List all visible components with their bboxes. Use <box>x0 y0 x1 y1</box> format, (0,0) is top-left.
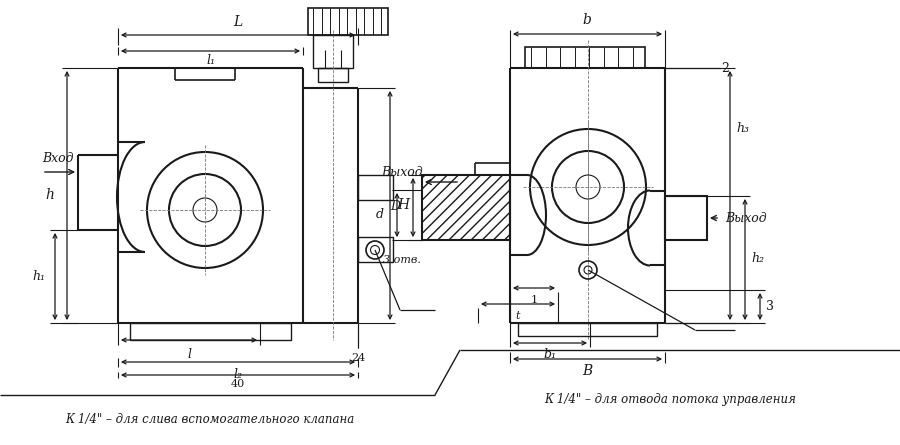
Text: 24: 24 <box>351 353 365 363</box>
Text: D: D <box>390 201 400 214</box>
Text: l: l <box>187 348 191 361</box>
Text: 3: 3 <box>766 299 774 312</box>
Bar <box>358 175 393 200</box>
Text: h: h <box>45 188 54 202</box>
Text: Вход: Вход <box>42 151 74 165</box>
Text: l₂: l₂ <box>233 368 242 380</box>
Text: d: d <box>376 209 384 222</box>
Text: H: H <box>397 198 410 212</box>
Text: h₃: h₃ <box>736 121 750 134</box>
Text: l₁: l₁ <box>206 53 215 66</box>
Text: 2: 2 <box>721 61 729 74</box>
Bar <box>525 47 645 68</box>
Bar <box>318 68 348 82</box>
Text: h₁: h₁ <box>32 270 45 283</box>
Text: B: B <box>582 364 592 378</box>
Text: Выход: Выход <box>725 211 767 224</box>
Text: L: L <box>233 15 243 29</box>
Text: b: b <box>582 13 591 27</box>
Bar <box>518 323 657 336</box>
Text: 3 отв.: 3 отв. <box>383 255 421 265</box>
Bar <box>422 175 510 240</box>
Text: 40: 40 <box>231 379 245 389</box>
Text: Выход: Выход <box>382 166 423 178</box>
Text: К 1/4" – для слива вспомогательного клапана: К 1/4" – для слива вспомогательного клап… <box>66 413 355 426</box>
Text: 1: 1 <box>530 295 537 305</box>
Bar <box>313 35 353 68</box>
Text: h₂: h₂ <box>752 252 764 266</box>
Text: b₁: b₁ <box>544 348 556 361</box>
Bar <box>665 196 707 240</box>
Bar <box>130 323 291 340</box>
Text: t: t <box>516 311 520 321</box>
Bar <box>308 8 388 35</box>
Text: К 1/4" – для отвода потока управления: К 1/4" – для отвода потока управления <box>544 393 796 406</box>
Bar <box>358 237 393 262</box>
